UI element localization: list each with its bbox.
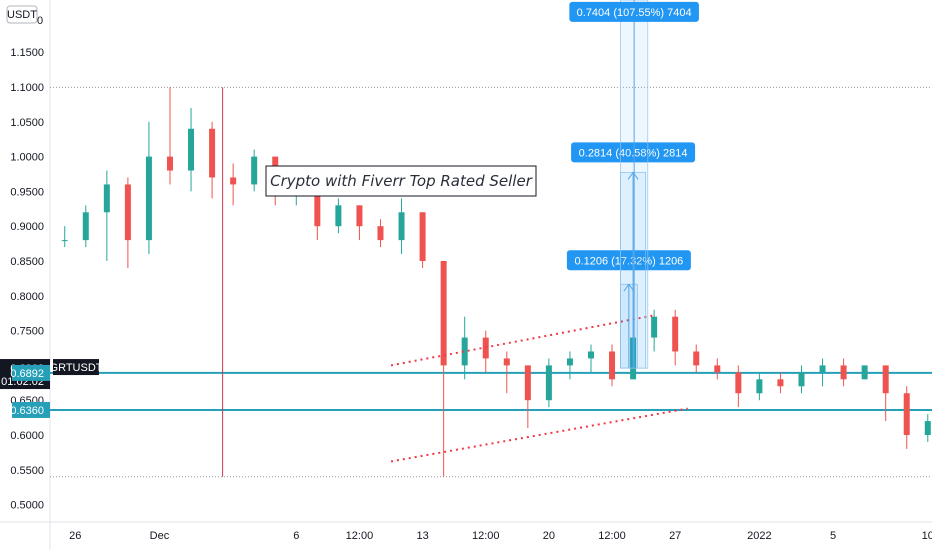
candle-body	[440, 261, 447, 366]
candle-body	[798, 372, 805, 387]
candle-body	[524, 365, 531, 401]
measure-label: 0.2814 (40.58%) 2814	[579, 147, 688, 159]
candle-body	[819, 365, 826, 373]
symbol-label: GRTUSDT	[50, 362, 103, 374]
x-tick-label: 5	[830, 530, 836, 542]
y-tick-label: 0.9000	[10, 221, 44, 233]
x-tick-label: 6	[293, 530, 299, 542]
candle-body	[903, 393, 910, 435]
candle-body	[735, 372, 742, 394]
candle-body	[398, 212, 405, 241]
candle-body	[587, 351, 594, 359]
currency-badge	[6, 5, 38, 24]
candle-body	[840, 365, 847, 380]
candle-body	[230, 177, 237, 185]
trendline	[390, 314, 655, 367]
candle-body	[377, 226, 384, 241]
candle-body	[756, 379, 763, 394]
candle-body	[356, 205, 363, 227]
candle-body	[461, 337, 468, 366]
candle-body	[651, 316, 658, 338]
measure-label: 0.7404 (107.55%) 7404	[577, 7, 692, 19]
watermark-box	[265, 165, 537, 197]
candle-body	[82, 212, 89, 241]
y-tick-label: 1.0500	[10, 117, 44, 129]
candle-body	[251, 156, 258, 185]
currency-sub: 0	[37, 15, 43, 27]
x-tick-label: Dec	[150, 530, 170, 542]
level-label: 0.6360	[10, 405, 44, 417]
candle-body	[861, 365, 868, 380]
measure-tag	[571, 142, 696, 163]
candle-body	[145, 156, 152, 241]
trendline	[390, 407, 688, 463]
y-tick-label: 0.5500	[10, 465, 44, 477]
y-tick-label: 0.8500	[10, 256, 44, 268]
candle-body	[61, 240, 68, 242]
candle-body	[209, 128, 216, 178]
measure-arrowhead	[623, 283, 635, 292]
y-tick-label: 0.8000	[10, 291, 44, 303]
y-tick-label: 1.1500	[10, 47, 44, 59]
x-tick-label: 10	[922, 530, 932, 542]
candle-body	[188, 128, 195, 171]
candle-body	[314, 184, 321, 227]
candle-body	[777, 379, 784, 387]
currency-label: USDT	[7, 9, 37, 21]
x-tick-label: 13	[416, 530, 428, 542]
y-tick-label: 0.6000	[10, 430, 44, 442]
candle-body	[545, 365, 552, 401]
x-tick-label: 12:00	[598, 530, 626, 542]
level-tag	[12, 364, 50, 381]
x-tick-label: 12:00	[472, 530, 500, 542]
y-tick-label: 0.7500	[10, 326, 44, 338]
candle-body	[335, 205, 342, 227]
candle-body	[714, 365, 721, 373]
watermark-text: Crypto with Fiverr Top Rated Seller	[270, 172, 533, 190]
symbol-tag	[53, 359, 99, 376]
x-tick-label: 20	[543, 530, 555, 542]
candle-body	[103, 184, 110, 213]
measure-arrowhead	[627, 171, 639, 180]
candle-body	[672, 316, 679, 352]
y-tick-label: 0.5000	[10, 500, 44, 512]
measure-label: 0.1206 (17.32%) 1206	[574, 255, 683, 267]
level-tag	[12, 401, 50, 418]
candle-body	[419, 212, 426, 261]
y-tick-label: 1.0000	[10, 152, 44, 164]
x-tick-label: 12:00	[346, 530, 374, 542]
y-tick-label: 1.1000	[10, 82, 44, 94]
candle-body	[882, 365, 889, 394]
candle-body	[693, 351, 700, 366]
x-tick-label: 26	[69, 530, 81, 542]
candle-body	[166, 156, 173, 171]
candle-body	[566, 358, 573, 366]
x-tick-label: 2022	[747, 530, 771, 542]
candle-body	[924, 421, 931, 435]
y-tick-label: 0.9500	[10, 186, 44, 198]
x-tick-label: 27	[669, 530, 681, 542]
price-axis	[0, 0, 50, 550]
candle-body	[124, 184, 131, 241]
candle-body	[503, 358, 510, 366]
candle-body	[609, 351, 616, 380]
measure-tag	[566, 250, 691, 271]
measure-tag	[569, 1, 699, 22]
level-label: 0.6892	[10, 368, 44, 380]
